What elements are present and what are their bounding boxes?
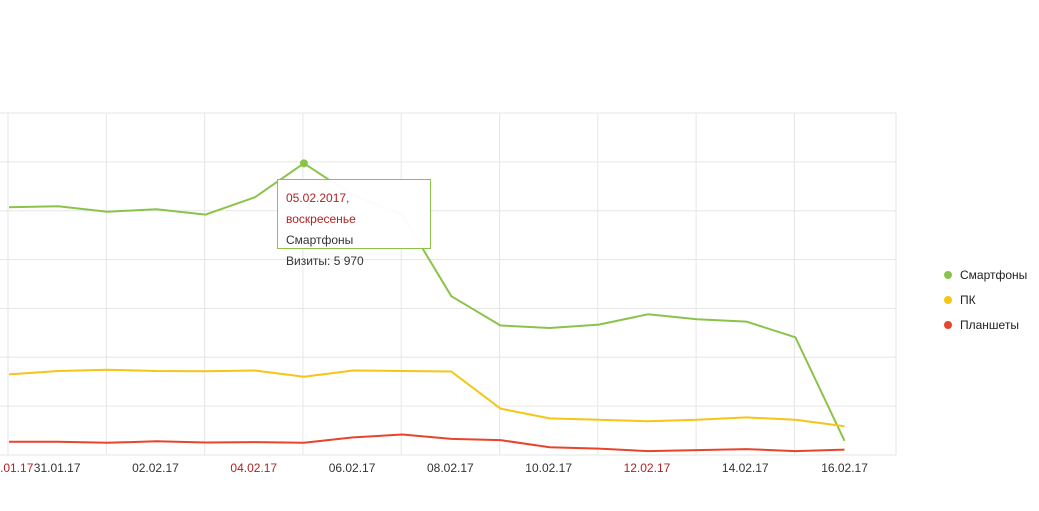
series-line-smartphones[interactable] [8,162,846,442]
x-axis-ticks: .01.17 31.01.17 02.02.17 04.02.17 06.02.17 08… [0,461,868,475]
legend-marker-smartphones [944,270,952,279]
x-tick-label: 12.02.17 [624,461,671,475]
tooltip-date: 05.02.2017, воскресенье [286,191,356,226]
legend-marker-tablets [944,320,952,329]
series-lines [8,159,846,453]
legend-item-smartphones[interactable]: Смартфоны [944,262,1027,287]
x-tick-label: 04.02.17 [230,461,277,475]
tooltip-value: Визиты: 5 970 [286,254,364,268]
legend-label-tablets: Планшеты [960,317,1019,332]
x-tick-label: 08.02.17 [427,461,474,475]
highlighted-point[interactable] [299,159,308,168]
legend-item-pc[interactable]: ПК [944,287,1027,312]
x-tick-label: 31.01.17 [34,461,81,475]
series-line-pc[interactable] [8,368,845,428]
x-tick-label: 14.02.17 [722,461,769,475]
x-tick-label: 10.02.17 [525,461,572,475]
x-tick-label: 02.02.17 [132,461,179,475]
x-tick-label: 06.02.17 [329,461,376,475]
chart-legend: Смартфоны ПК Планшеты [944,262,1027,337]
legend-item-tablets[interactable]: Планшеты [944,312,1027,337]
series-line-tablets[interactable] [9,433,845,453]
chart-grid [0,112,897,456]
legend-label-smartphones: Смартфоны [960,267,1028,282]
x-tick-label: 16.02.17 [821,461,868,475]
x-tick-label: .01.17 [0,461,34,475]
chart-tooltip: 05.02.2017, воскресенье Смартфоны Визиты… [277,179,431,268]
legend-marker-pc [944,295,952,304]
legend-label-pc: ПК [960,292,976,307]
tooltip-series: Смартфоны [286,233,354,247]
